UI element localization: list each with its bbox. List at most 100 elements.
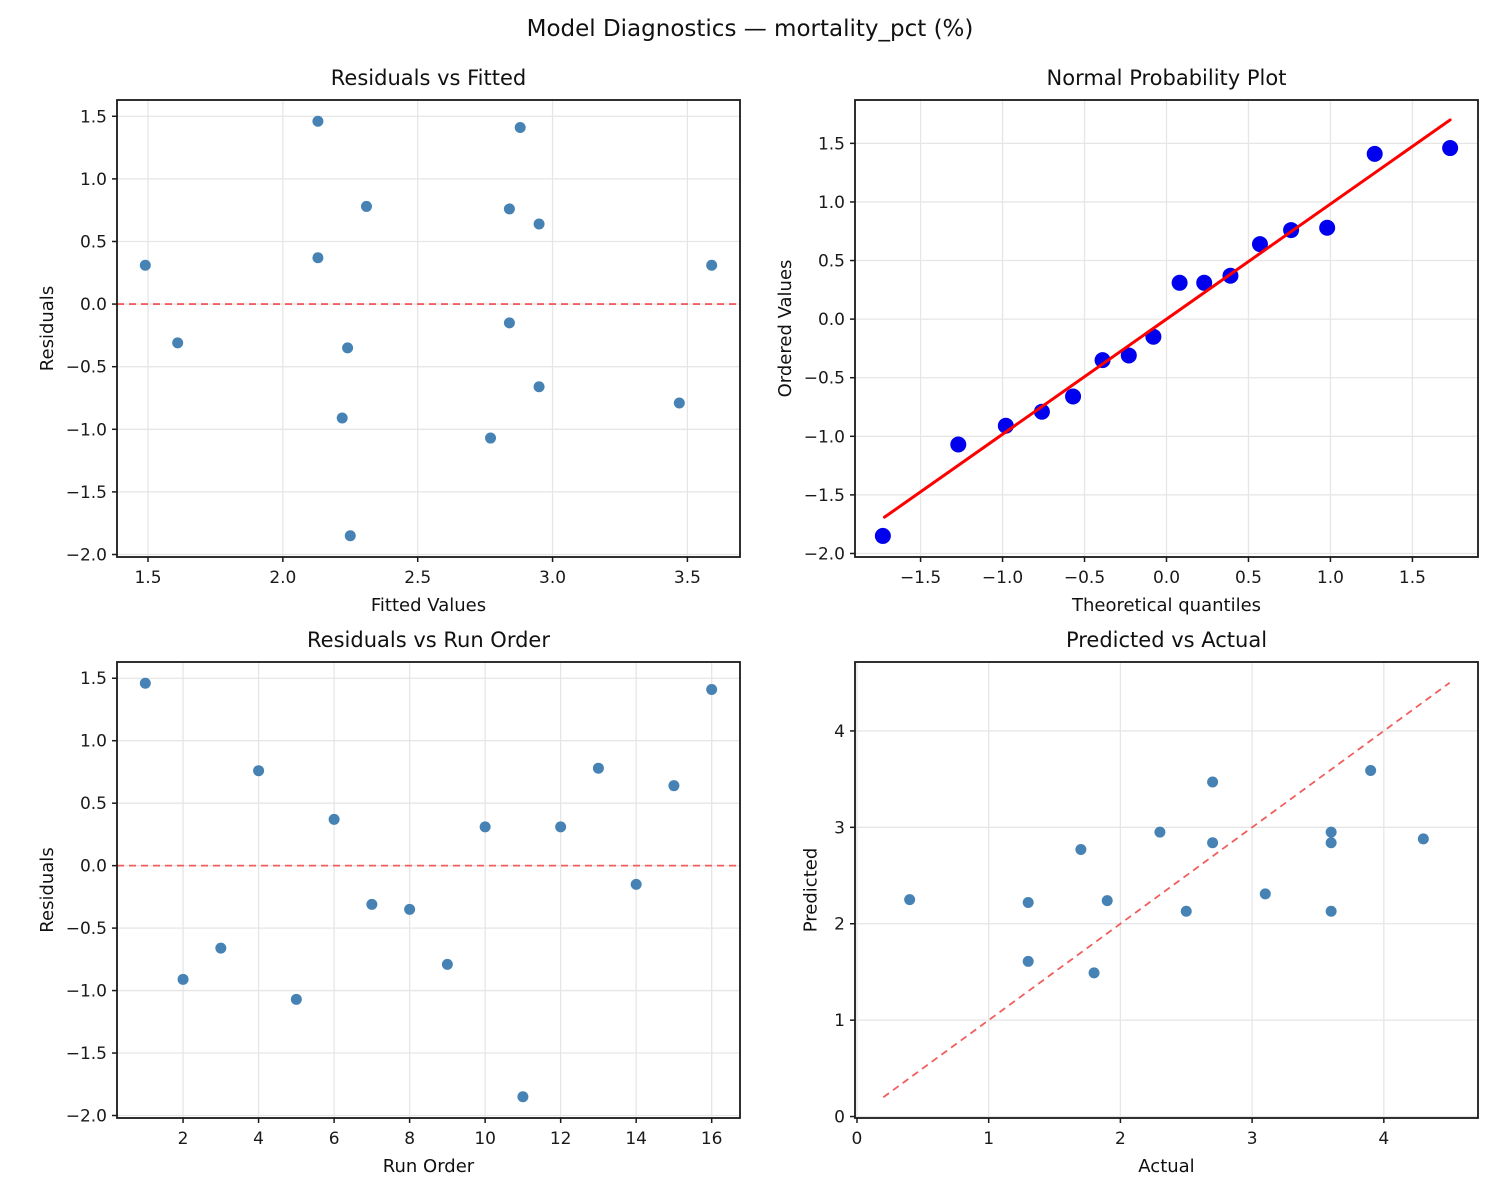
data-point [253,765,265,777]
x-tick-label: −1.5 [900,568,941,588]
data-point [668,780,680,792]
y-tick-label: 0.0 [80,857,107,877]
data-point [592,762,604,774]
x-tick-label: 10 [474,1129,496,1149]
data-point [1251,236,1268,253]
y-tick-label: 0.5 [80,794,107,814]
data-point [706,259,718,271]
data-point [1442,140,1459,157]
chart-svg-residuals-vs-fitted: 1.5 2.0 2.5 3.0 3.5 −2.0 −1.5 −1.0 −0.5 0.0 0.5 1.0… [37,66,741,616]
x-tick-label: 14 [625,1129,647,1149]
data-point [312,115,324,127]
y-tick-label: 1.5 [80,669,107,689]
x-axis-label: Theoretical quantiles [1071,595,1261,616]
data-point [479,821,491,833]
data-point [404,903,416,915]
y-tick-label: 1.0 [80,170,107,190]
x-tick-label: 1.5 [1399,568,1426,588]
data-point [1101,895,1113,907]
data-point [1196,274,1213,291]
axes-frame [116,661,741,1119]
data-point [1207,837,1219,849]
data-point [1075,844,1087,856]
x-tick-label: 1.5 [134,568,161,588]
chart-title: Predicted vs Actual [1066,628,1267,652]
x-tick-label: 3.0 [539,568,566,588]
data-point [503,203,515,215]
data-point [1180,905,1192,917]
data-point [1325,837,1337,849]
chart-svg-residuals-vs-run-order: 2 4 6 8 10 12 14 16 −2.0 −1.5 −1.0 −0.5 0.0 0.5 1.0 1.5… [37,628,741,1177]
y-tick-label: 0.0 [818,310,845,330]
y-axis-label: Ordered Values [775,260,796,398]
data-point [1366,145,1383,162]
chart-svg-predicted-vs-actual: 0 1 2 3 4 0 1 2 3 4 Predicted vs Actual Actual Predi… [801,628,1479,1177]
y-tick-label: 1 [834,1011,845,1031]
y-axis-label: Predicted [801,848,822,933]
axes-frame [116,99,741,558]
y-tick-label: −0.5 [66,358,107,378]
data-point [336,412,348,424]
axes-frame [854,661,1479,1119]
data-point [360,200,372,212]
chart-title: Residuals vs Fitted [331,66,526,90]
x-tick-label: 0 [852,1129,863,1149]
chart-residuals-vs-fitted: 1.5 2.0 2.5 3.0 3.5 −2.0 −1.5 −1.0 −0.5 0.0 0.5 1.0… [0,55,750,624]
data-point [1022,955,1034,967]
y-tick-label: 1.5 [818,134,845,154]
data-point [328,813,340,825]
x-tick-label: 4 [1378,1129,1389,1149]
figure-title: Model Diagnostics — mortality_pct (%) [526,16,974,42]
data-point [139,677,151,689]
data-point [904,894,916,906]
chart-residuals-vs-run-order: 2 4 6 8 10 12 14 16 −2.0 −1.5 −1.0 −0.5 0.0 0.5 1.0 1.5… [0,620,750,1200]
data-point [1319,219,1336,236]
y-tick-label: 1.0 [80,732,107,752]
data-point [312,252,324,264]
data-point [673,397,685,409]
data-point [517,1091,529,1103]
x-tick-label: 2 [178,1129,189,1149]
data-point [1171,274,1188,291]
data-point [1094,352,1111,369]
x-tick-label: 1.0 [1317,568,1344,588]
x-tick-label: 2.5 [404,568,431,588]
data-point [215,942,227,954]
y-tick-label: 4 [834,722,845,742]
y-tick-label: 0.5 [80,232,107,252]
y-tick-label: −1.5 [66,1044,107,1064]
data-point [706,683,718,695]
y-tick-label: −2.0 [804,544,845,564]
x-axis-label: Fitted Values [371,595,486,616]
y-tick-label: 3 [834,818,845,838]
chart-svg-normal-probability-plot: −1.5 −1.0 −0.5 0.0 0.5 1.0 1.5 −2.0 −1.5 −1.0 −0.5… [775,66,1479,616]
data-point [344,530,356,542]
chart-title: Residuals vs Run Order [307,628,550,652]
data-point [503,317,515,329]
data-point [1065,388,1082,405]
data-point [874,527,891,544]
x-axis-label: Run Order [383,1156,475,1177]
x-axis-label: Actual [1138,1156,1194,1177]
data-point [1207,776,1219,788]
x-tick-label: −1.0 [982,568,1023,588]
y-axis-label: Residuals [37,286,58,371]
y-tick-label: 0.0 [80,295,107,315]
data-point [1259,888,1271,900]
x-tick-label: 0.5 [1235,568,1262,588]
data-point [1154,826,1166,838]
x-tick-label: 6 [329,1129,340,1149]
x-tick-label: 1 [983,1129,994,1149]
y-tick-label: −1.0 [804,427,845,447]
y-tick-label: 1.5 [80,107,107,127]
x-tick-label: 3 [1247,1129,1258,1149]
y-tick-label: −0.5 [66,919,107,939]
data-point [485,432,497,444]
data-point [950,436,967,453]
x-tick-label: 8 [404,1129,415,1149]
data-point [533,381,545,393]
data-point [290,993,302,1005]
data-point [630,878,642,890]
data-point [366,898,378,910]
x-tick-label: 4 [253,1129,264,1149]
